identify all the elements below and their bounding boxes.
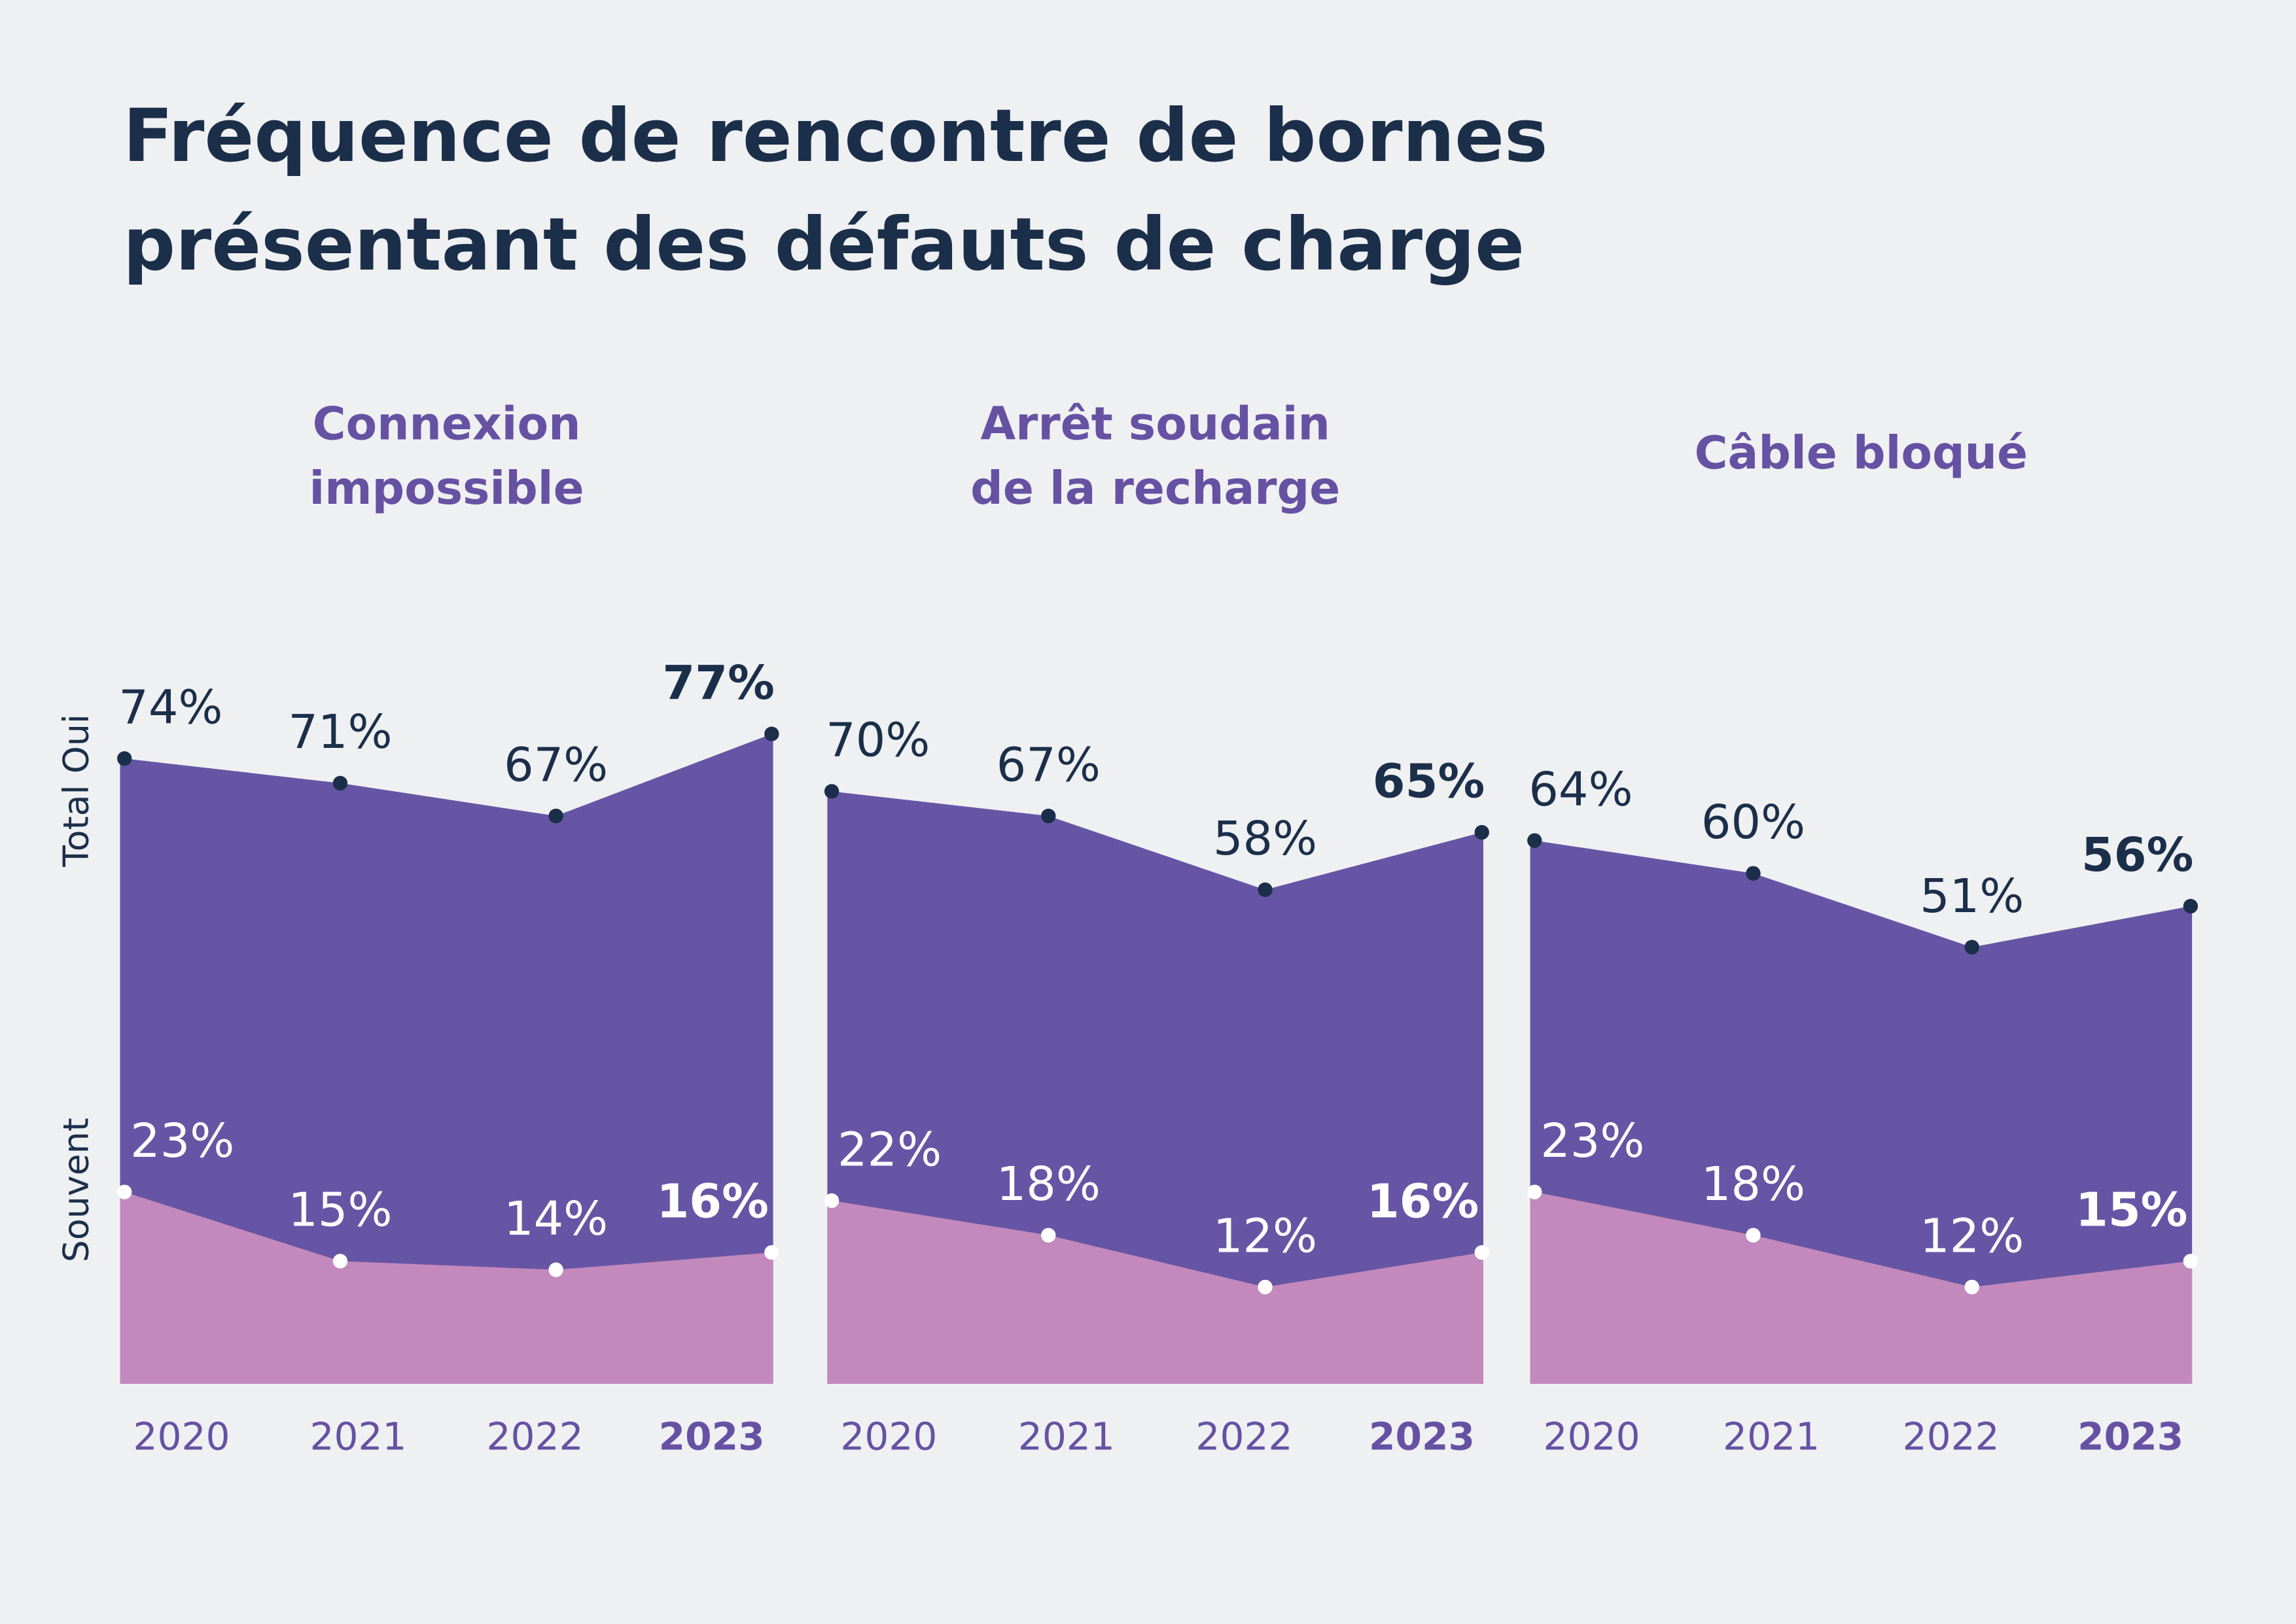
panel-title: Câble bloqué <box>1695 427 2028 480</box>
data-label-souvent: 22% <box>838 1122 942 1176</box>
ylabel-souvent: Souvent <box>55 1118 96 1262</box>
point-total-oui <box>1964 940 1979 955</box>
data-label-souvent: 16% <box>656 1174 768 1228</box>
data-label-total-oui: 65% <box>1373 754 1485 808</box>
x-tick-label: 2020 <box>840 1415 937 1459</box>
point-total-oui <box>1746 866 1761 881</box>
x-tick-label: 2022 <box>1195 1415 1292 1459</box>
data-label-souvent: 14% <box>504 1192 608 1246</box>
data-label-souvent: 18% <box>1701 1157 1805 1211</box>
point-total-oui <box>548 808 563 824</box>
point-total-oui <box>1258 882 1273 898</box>
point-total-oui <box>764 726 779 741</box>
data-label-souvent: 15% <box>2075 1183 2187 1237</box>
x-tick-label: 2023 <box>1369 1415 1475 1459</box>
chart-title-line-1: Fréquence de rencontre de bornes <box>123 94 1548 179</box>
x-tick-label: 2023 <box>2077 1415 2183 1459</box>
data-label-total-oui: 71% <box>288 705 392 759</box>
x-tick-label: 2021 <box>310 1415 407 1459</box>
point-total-oui <box>1527 833 1542 848</box>
point-total-oui <box>117 751 132 766</box>
data-label-total-oui: 67% <box>997 737 1101 792</box>
data-label-souvent: 12% <box>1213 1209 1317 1263</box>
panel-title: Arrêt soudain <box>981 398 1330 450</box>
data-label-souvent: 12% <box>1920 1209 2024 1263</box>
point-souvent <box>117 1184 132 1199</box>
x-tick-label: 2022 <box>1903 1415 2000 1459</box>
point-total-oui <box>824 784 839 799</box>
point-total-oui <box>332 775 348 791</box>
point-total-oui <box>1041 808 1056 824</box>
area-total-oui <box>120 733 773 1384</box>
area-souvent <box>1530 1192 2193 1384</box>
data-label-souvent: 16% <box>1367 1174 1479 1228</box>
data-label-total-oui: 77% <box>662 656 774 710</box>
chart-title-line-2: présentant des défauts de charge <box>123 202 1525 287</box>
x-tick-label: 2021 <box>1018 1415 1115 1459</box>
data-label-total-oui: 67% <box>504 737 608 792</box>
data-label-total-oui: 58% <box>1213 811 1317 866</box>
area-souvent <box>120 1192 773 1384</box>
point-souvent <box>1527 1184 1542 1199</box>
data-label-total-oui: 74% <box>118 680 222 735</box>
data-label-total-oui: 60% <box>1701 795 1805 849</box>
panel-title: impossible <box>309 463 584 515</box>
point-souvent <box>1964 1279 1979 1295</box>
x-tick-label: 2022 <box>487 1415 584 1459</box>
point-souvent <box>548 1262 563 1277</box>
panel-title: Connexion <box>313 398 581 450</box>
x-tick-label: 2021 <box>1723 1415 1820 1459</box>
data-label-souvent: 23% <box>130 1114 234 1168</box>
point-souvent <box>764 1245 779 1260</box>
point-souvent <box>2183 1254 2199 1269</box>
point-total-oui <box>1474 824 1489 840</box>
point-souvent <box>1041 1227 1056 1243</box>
point-souvent <box>332 1254 348 1269</box>
ylabel-total-oui: Total Oui <box>55 714 96 868</box>
x-tick-label: 2020 <box>1544 1415 1640 1459</box>
data-label-souvent: 15% <box>288 1183 392 1237</box>
data-label-total-oui: 70% <box>826 713 930 768</box>
point-total-oui <box>2183 898 2199 914</box>
data-label-total-oui: 64% <box>1528 762 1633 817</box>
area-souvent <box>827 1200 1483 1384</box>
data-label-souvent: 23% <box>1540 1114 1644 1168</box>
panel-title: de la recharge <box>970 463 1340 515</box>
point-souvent <box>1258 1279 1273 1295</box>
point-souvent <box>1474 1245 1489 1260</box>
data-label-total-oui: 51% <box>1920 869 2024 923</box>
data-label-souvent: 18% <box>997 1157 1101 1211</box>
x-tick-label: 2023 <box>659 1415 765 1459</box>
point-souvent <box>1746 1227 1761 1243</box>
x-tick-label: 2020 <box>133 1415 230 1459</box>
data-label-total-oui: 56% <box>2081 828 2193 882</box>
point-souvent <box>824 1193 839 1209</box>
